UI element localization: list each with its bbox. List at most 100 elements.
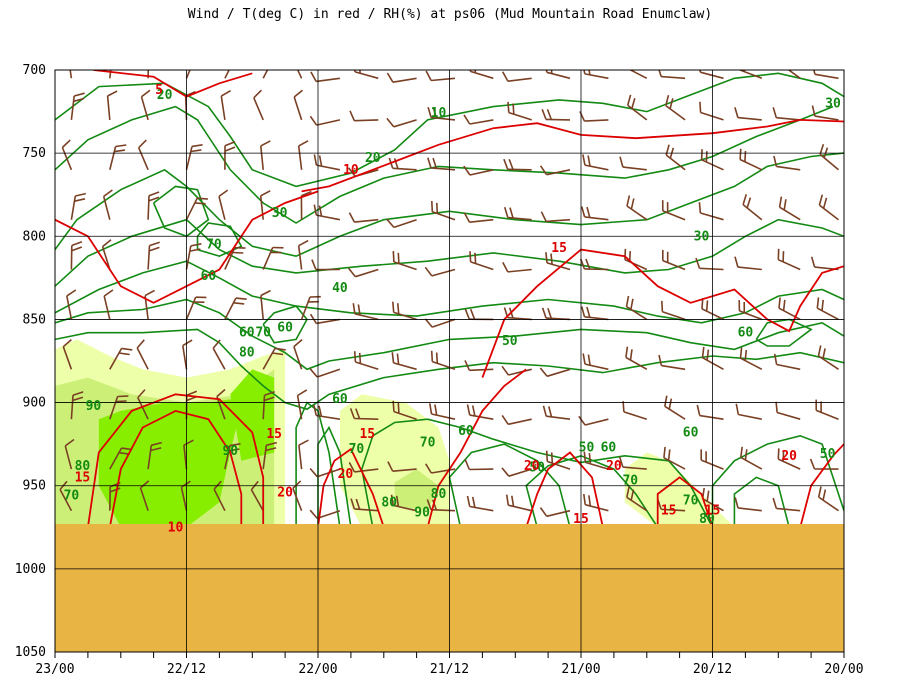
- wind-barb: [260, 140, 271, 170]
- temperature-contour: [656, 476, 714, 528]
- wind-barb: [262, 441, 277, 470]
- wind-barb: [424, 266, 456, 277]
- wind-barb: [139, 480, 150, 511]
- x-tick-label: 22/00: [298, 662, 337, 677]
- wind-barb: [777, 448, 801, 470]
- wind-barb: [310, 71, 341, 83]
- wind-barb: [147, 241, 160, 270]
- rh-contour-label: 60: [277, 321, 293, 336]
- rh-contour-label: 60: [738, 326, 754, 341]
- wind-barb: [663, 446, 686, 470]
- chart-title: Wind / T(deg C) in red / RH(%) at ps06 (…: [187, 7, 713, 22]
- wind-barb: [66, 289, 77, 320]
- rh-contour: [733, 476, 790, 528]
- wind-barb: [180, 480, 191, 511]
- wind-barb: [626, 486, 648, 512]
- wind-barb: [507, 101, 532, 121]
- wind-barb: [390, 494, 417, 512]
- wind-barb: [701, 346, 724, 371]
- wind-barb: [463, 212, 494, 223]
- wind-barb: [778, 196, 801, 221]
- wind-barb: [625, 295, 648, 321]
- temperature-contour: [108, 409, 243, 528]
- wind-barb: [185, 197, 208, 221]
- temperature-contour-label: 15: [573, 512, 589, 527]
- wind-barb: [260, 289, 271, 320]
- rh-contour: [152, 185, 210, 238]
- wind-barb: [464, 459, 494, 471]
- wind-barb: [224, 70, 230, 79]
- wind-barb: [583, 70, 609, 80]
- wind-barb: [350, 498, 379, 512]
- wind-barb: [502, 262, 532, 273]
- wind-barb: [109, 70, 112, 79]
- wind-barb: [541, 109, 571, 121]
- y-tick-label: 800: [23, 229, 46, 244]
- wind-barb: [818, 194, 839, 221]
- x-tick-label: 20/00: [824, 662, 863, 677]
- wind-barb: [738, 300, 763, 321]
- wind-barb: [772, 497, 801, 512]
- rh-contour-label: 80: [239, 346, 255, 361]
- wind-barb: [224, 141, 236, 170]
- wind-barb: [778, 297, 801, 321]
- wind-barb: [297, 140, 309, 170]
- wind-barb: [309, 313, 341, 325]
- wind-barb: [626, 94, 648, 121]
- wind-barb: [661, 200, 686, 221]
- wind-barb: [391, 352, 417, 371]
- temperature-contour-label: 10: [343, 163, 359, 178]
- wind-barb: [664, 395, 686, 420]
- wind-barb: [429, 403, 456, 420]
- wind-barb: [218, 189, 229, 220]
- wind-barb: [580, 206, 609, 221]
- wind-barb: [425, 463, 456, 474]
- y-tick-label: 750: [23, 146, 46, 161]
- temperature-contour: [481, 248, 844, 378]
- wind-barb: [213, 480, 226, 512]
- wind-barb: [583, 451, 609, 470]
- wind-barb: [224, 297, 247, 320]
- wind-barb: [106, 90, 118, 120]
- wind-barb: [352, 303, 379, 321]
- rh-contour: [55, 152, 844, 258]
- temperature-contour-label: 15: [551, 241, 567, 256]
- wind-barb: [813, 70, 839, 80]
- wind-barb: [698, 202, 724, 221]
- rh-contour-label: 30: [694, 229, 710, 244]
- wind-barb: [349, 408, 379, 420]
- wind-barb: [539, 367, 571, 378]
- wind-barb: [137, 389, 149, 420]
- wind-barb: [386, 72, 417, 83]
- rh-contour-label: 90: [414, 505, 430, 520]
- x-tick-label: 22/12: [167, 662, 206, 677]
- rh-contour-label: 50: [502, 334, 518, 349]
- wind-barb: [503, 206, 532, 221]
- temperature-contour: [301, 118, 844, 193]
- rh-contour-label: 60: [458, 424, 474, 439]
- wind-barb: [386, 117, 417, 128]
- wind-barb: [777, 248, 801, 271]
- wind-barb: [739, 70, 763, 80]
- wind-barb: [147, 441, 162, 470]
- wind-barb: [183, 439, 194, 470]
- wind-barb: [501, 467, 532, 477]
- wind-barb: [545, 70, 571, 80]
- wind-barb: [253, 89, 264, 121]
- wind-barb: [661, 300, 686, 321]
- wind-barb: [309, 115, 341, 126]
- wind-barb: [109, 395, 129, 420]
- wind-barb: [787, 70, 801, 79]
- wind-barb: [296, 389, 308, 420]
- wind-barb: [292, 480, 303, 511]
- wind-barb: [734, 497, 762, 512]
- wind-barb: [628, 70, 648, 80]
- wind-barb: [70, 391, 84, 420]
- wind-barb: [466, 495, 494, 512]
- temperature-contour-label: 10: [168, 520, 184, 535]
- rh-shade-90: [230, 369, 275, 461]
- wind-barb: [466, 404, 494, 420]
- wind-barb: [387, 461, 417, 472]
